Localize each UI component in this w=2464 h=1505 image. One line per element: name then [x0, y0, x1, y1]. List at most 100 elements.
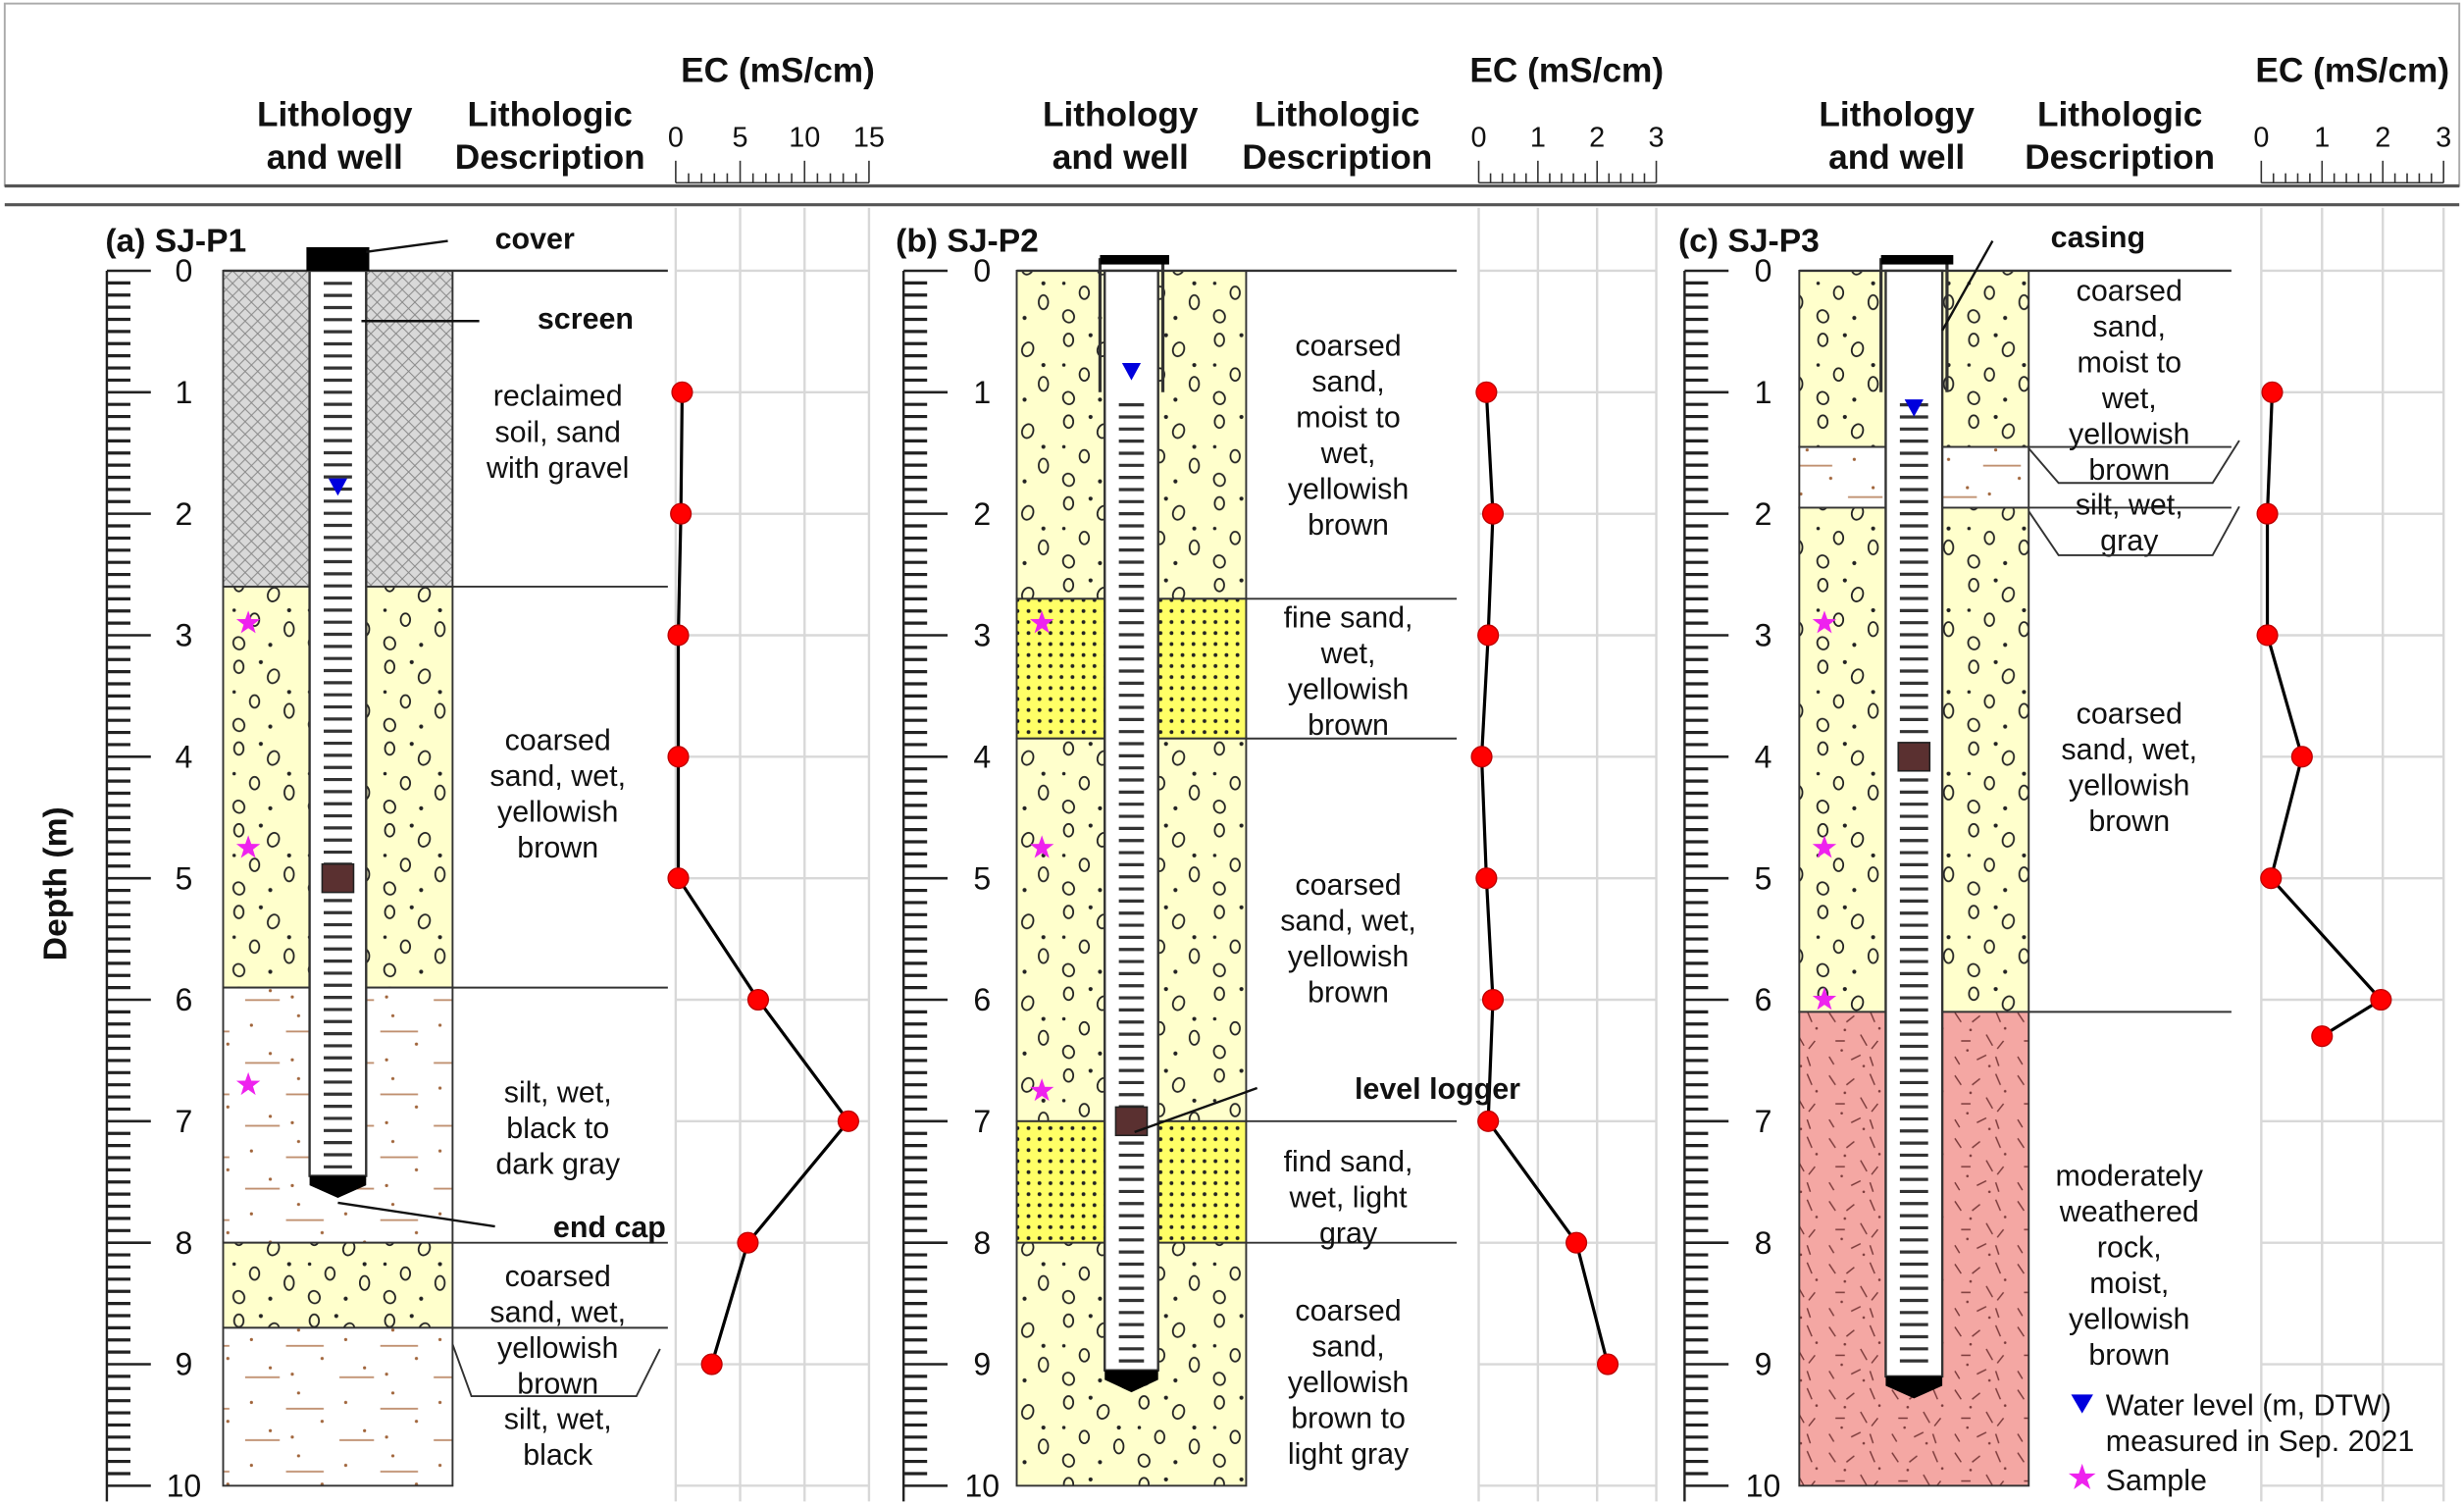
lithologic-description: coarsed: [1295, 868, 1401, 902]
ec-tick-label: 0: [668, 122, 684, 153]
depth-tick-label: 10: [167, 1469, 202, 1504]
ec-data-point: [2260, 867, 2283, 890]
ec-tick-label: 10: [789, 122, 820, 153]
lithologic-description: wet,: [2101, 382, 2157, 415]
lithologic-description: yellowish: [497, 796, 618, 829]
water-level-icon: [1904, 399, 1924, 417]
lithologic-description: brown: [517, 1367, 598, 1400]
water-level-icon: [1121, 363, 1142, 381]
lithologic-description: brown: [2088, 453, 2170, 487]
sample-star-icon: [235, 610, 261, 634]
well-casing: [1104, 269, 1159, 1372]
lithologic-description: sand,: [2093, 310, 2166, 343]
header-lithology-line2: and well: [1828, 138, 1965, 177]
lithologic-description: rock,: [2097, 1230, 2162, 1264]
ec-data-point: [1475, 381, 1498, 403]
sample-star-icon: [235, 1071, 261, 1096]
header-description-line1: Lithologic: [1255, 96, 1419, 134]
ec-data-point: [2311, 1025, 2334, 1048]
lithologic-description: coarsed: [2077, 274, 2182, 307]
lithologic-description: find sand,: [1284, 1145, 1413, 1178]
panel-b: Lithology and well Lithologic Description EC…: [896, 52, 1664, 1504]
legend-sample-icon: [2068, 1463, 2096, 1490]
panel-title: (c) SJ-P3: [1678, 224, 1820, 260]
panel-title: (b) SJ-P2: [896, 224, 1039, 260]
header-lithology-line2: and well: [1052, 138, 1189, 177]
level-logger-icon: [1897, 742, 1931, 772]
layer-coarse-sand: [222, 1241, 454, 1329]
ec-tick-label: 1: [2314, 122, 2330, 153]
ec-data-point: [2256, 624, 2279, 647]
lithologic-description: moist to: [2078, 345, 2182, 379]
depth-tick-label: 7: [176, 1104, 193, 1139]
depth-tick-label: 5: [1755, 860, 1772, 896]
sample-star-icon: [1029, 1078, 1054, 1102]
ec-data-point: [1566, 1231, 1588, 1254]
depth-tick-label: 6: [1755, 982, 1772, 1017]
ec-axis-title: EC (mS/cm): [1469, 52, 1664, 90]
ec-data-point: [1597, 1353, 1619, 1375]
lithologic-description: yellowish: [1288, 1366, 1409, 1399]
sample-star-icon: [235, 835, 261, 858]
ec-data-point: [1481, 502, 1505, 525]
header-lithology-line1: Lithology: [257, 96, 413, 134]
annotation-label: cover: [495, 223, 575, 256]
annotation-leader-line: [1941, 239, 1994, 332]
end-cap: [309, 1175, 367, 1198]
ec-data-point: [667, 867, 690, 890]
ec-data-point: [1475, 867, 1498, 890]
header-lithology-line2: and well: [267, 138, 403, 177]
depth-tick-label: 4: [176, 740, 193, 775]
water-level-icon: [328, 478, 348, 496]
panel-c: Lithology and well Lithologic Description EC…: [1678, 52, 2451, 1504]
lithologic-description: brown to: [1291, 1402, 1406, 1435]
annotation-leader-line: [366, 239, 448, 253]
ec-axis-title: EC (mS/cm): [681, 52, 875, 90]
depth-tick-label: 10: [1746, 1469, 1781, 1504]
ec-data-point: [746, 988, 770, 1012]
depth-tick-label: 5: [973, 860, 991, 896]
depth-tick-label: 9: [1755, 1347, 1772, 1382]
lithologic-description: silt, wet,: [504, 1075, 612, 1109]
header-description-line2: Description: [455, 138, 645, 177]
lithologic-description: wet,: [1320, 637, 1376, 670]
lithologic-description: wet,: [1320, 437, 1376, 470]
ec-axis-title: EC (mS/cm): [2255, 52, 2449, 90]
ec-data-point: [1481, 988, 1505, 1012]
lithologic-description: brown: [1308, 708, 1389, 742]
lithologic-description: sand, wet,: [2061, 733, 2197, 766]
depth-tick-label: 3: [1755, 618, 1772, 653]
ec-tick-label: 3: [2436, 122, 2451, 153]
lithologic-description: light gray: [1288, 1437, 1410, 1471]
depth-tick-label: 2: [973, 496, 991, 532]
lithologic-description: brown: [2088, 1338, 2170, 1372]
depth-tick-label: 8: [176, 1225, 193, 1261]
ec-data-point: [667, 624, 690, 647]
legend-water-level-icon: [2071, 1394, 2093, 1414]
ec-tick-label: 0: [2253, 122, 2269, 153]
lithologic-description: yellowish: [2069, 768, 2189, 802]
depth-tick-label: 8: [973, 1225, 991, 1261]
lithologic-description: gray: [1319, 1217, 1378, 1250]
depth-tick-label: 1: [176, 375, 193, 410]
ec-data-point: [1477, 1110, 1500, 1132]
depth-tick-label: 1: [973, 375, 991, 410]
description-bracket: [2028, 440, 2240, 485]
sample-star-icon: [1029, 610, 1054, 634]
ec-data-point: [2256, 502, 2279, 525]
well-casing: [1884, 269, 1944, 1378]
header-description-line2: Description: [1242, 138, 1432, 177]
lithologic-description: yellowish: [2069, 418, 2189, 451]
lithologic-description: black: [523, 1438, 593, 1472]
lithologic-description: moist,: [2089, 1267, 2169, 1300]
annotation-leader-line: [1134, 1086, 1258, 1134]
y-axis-label: Depth (m): [37, 806, 74, 960]
lithologic-description: moist to: [1296, 401, 1401, 435]
legend-water-level-line2: measured in Sep. 2021: [2106, 1425, 2415, 1458]
depth-tick-label: 3: [973, 618, 991, 653]
lithologic-description: sand, wet,: [489, 1295, 626, 1328]
ec-tick-label: 3: [1649, 122, 1665, 153]
depth-tick-label: 5: [176, 860, 193, 896]
depth-tick-label: 4: [973, 740, 991, 775]
